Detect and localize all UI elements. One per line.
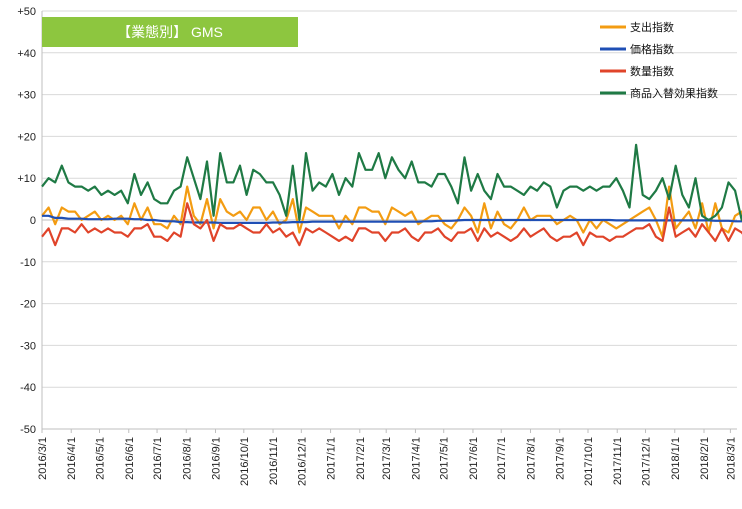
x-tick-label: 2016/8/1 [181,437,193,480]
x-tick-label: 2017/3/1 [381,437,393,480]
x-tick-label: 2018/1/1 [670,437,682,480]
y-tick-label: +20 [17,131,36,143]
legend-label: 支出指数 [630,20,674,34]
y-tick-label: -20 [20,299,36,311]
x-tick-label: 2017/7/1 [496,437,508,480]
x-tick-label: 2017/11/1 [612,437,624,485]
y-tick-label: -30 [20,340,36,352]
x-tick-label: 2016/12/1 [296,437,308,486]
chart-title: 【業態別】 GMS [117,24,223,40]
y-tick-label: +40 [17,48,36,60]
y-axis-ticks: +50 +40 +30 +20 +10 0 -10 -20 -30 -40 -50 [17,6,36,436]
x-tick-label: 2017/6/1 [468,437,480,480]
series-line-3 [41,202,742,247]
y-tick-label: -10 [20,257,36,269]
y-tick-label: +30 [17,90,36,102]
series-lines [41,143,742,247]
x-tick-label: 2016/3/1 [37,437,49,480]
y-tick-label: -50 [20,424,36,436]
x-tick-label: 2017/5/1 [439,437,451,480]
x-tick-label: 2016/9/1 [211,437,223,480]
x-tick-label: 2016/4/1 [66,437,78,480]
x-tick-label: 2017/12/1 [641,437,653,486]
series-line-1 [41,185,742,238]
x-tick-label: 2017/2/1 [355,437,367,480]
legend-label: 数量指数 [630,64,674,78]
x-tick-label: 2016/7/1 [152,437,164,480]
x-axis-ticks: 2016/3/1 2016/4/1 2016/5/1 2016/6/1 2016/7/1… [37,429,737,486]
y-tick-label: 0 [30,215,36,227]
legend-label: 商品入替効果指数 [630,86,718,100]
x-tick-label: 2017/9/1 [555,437,567,480]
series-line-4 [41,143,742,222]
x-tick-label: 2017/4/1 [410,437,422,480]
x-tick-label: 2016/5/1 [95,437,107,480]
y-tick-label: -40 [20,382,36,394]
x-tick-label: 2017/10/1 [583,437,595,486]
x-tick-label: 2017/8/1 [525,437,537,480]
x-tick-label: 2018/3/1 [725,437,737,480]
x-tick-label: 2016/6/1 [124,437,136,480]
y-tick-label: +50 [17,6,36,18]
legend-label: 価格指数 [630,42,674,56]
x-tick-label: 2017/1/1 [326,437,338,480]
x-tick-label: 2018/2/1 [699,437,711,480]
title-banner: 【業態別】 GMS [42,17,298,47]
x-tick-label: 2016/11/1 [268,437,280,485]
series-line-2 [42,214,742,224]
x-tick-label: 2016/10/1 [239,437,251,486]
y-tick-label: +10 [17,173,36,185]
